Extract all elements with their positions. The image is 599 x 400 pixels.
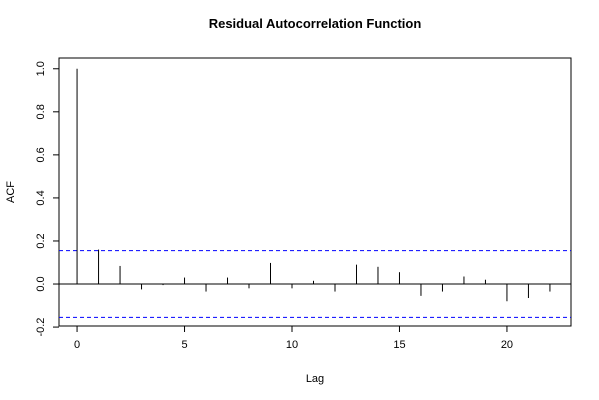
y-tick-label: 0.0: [35, 276, 47, 291]
y-tick-label: 0.8: [35, 104, 47, 119]
x-tick-label: 5: [181, 339, 187, 351]
y-tick-label: 0.4: [35, 190, 47, 205]
y-tick-label: 0.6: [35, 147, 47, 162]
y-tick-label: 0.2: [35, 233, 47, 248]
x-tick-label: 10: [286, 339, 298, 351]
plot-frame: [58, 57, 572, 327]
x-tick-label: 0: [74, 339, 80, 351]
chart-title: Residual Autocorrelation Function: [209, 16, 422, 31]
y-tick-label: 1.0: [35, 61, 47, 76]
x-tick-label: 20: [501, 339, 513, 351]
x-tick-label: 15: [393, 339, 405, 351]
y-tick-label: -0.2: [35, 318, 47, 337]
y-axis-label: ACF: [5, 181, 17, 203]
x-axis-label: Lag: [306, 373, 324, 385]
